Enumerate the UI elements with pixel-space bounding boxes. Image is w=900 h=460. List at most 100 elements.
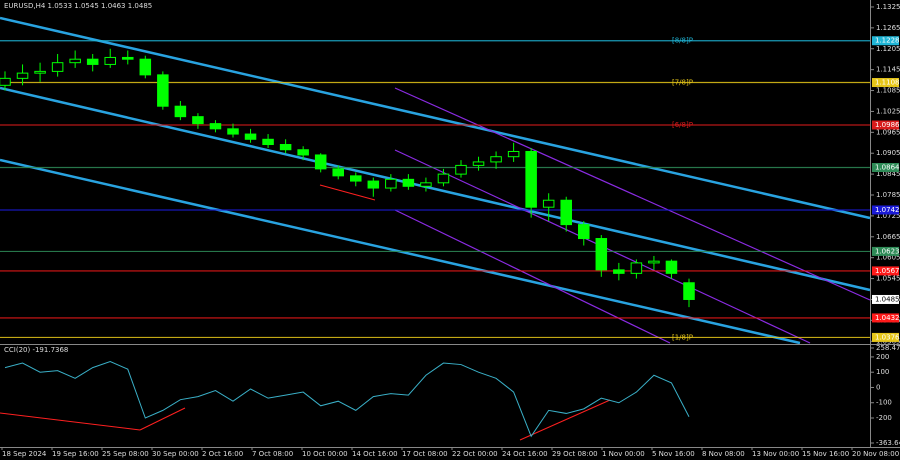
level-box [872, 332, 899, 342]
candle-body [455, 164, 467, 175]
level-value: 1.0376 [875, 333, 900, 341]
x-tick-label: 13 Nov 00:00 [752, 450, 799, 458]
y-tick-label: 1.0965 [876, 128, 900, 136]
last-close: 1.0485 [128, 2, 153, 10]
candle-body [595, 238, 608, 271]
x-tick-label: 29 Oct 08:00 [552, 450, 598, 458]
x-tick-label: 18 Sep 2024 [2, 450, 47, 458]
x-tick-label: 8 Nov 08:00 [702, 450, 745, 458]
candle-body [34, 70, 46, 74]
y-tick-label: 1.0605 [876, 254, 900, 262]
candle-body [227, 128, 239, 135]
level-value: 1.1228 [875, 37, 900, 45]
last-high: 1.0545 [74, 2, 99, 10]
level-value: 1.0567 [875, 267, 900, 275]
x-tick-label: 5 Nov 16:00 [652, 450, 695, 458]
indicator-title: CCI(20) -191.7368 [4, 346, 68, 354]
level-box [872, 205, 899, 215]
candle-body [51, 62, 64, 72]
level-box [872, 266, 899, 276]
candle-body [314, 154, 327, 170]
x-tick-label: 15 Nov 16:00 [802, 450, 849, 458]
level-box [872, 78, 899, 88]
candle-body [122, 56, 134, 60]
x-tick-label: 17 Oct 08:00 [402, 450, 448, 458]
candle-body [209, 123, 222, 130]
x-tick-label: 1 Nov 00:00 [602, 450, 645, 458]
candle-body [630, 262, 643, 274]
current-price-box [872, 294, 899, 304]
level-label: [8/8]P [672, 37, 693, 45]
level-box [872, 120, 899, 130]
candle-body [420, 182, 432, 187]
indicator-name: CCI(20) [4, 346, 30, 354]
candle-body [402, 178, 415, 187]
level-value: 1.0864 [875, 163, 900, 171]
y-tick-label: 1.1205 [876, 45, 900, 53]
level-value: 1.0742 [875, 206, 900, 214]
candle-body [350, 175, 362, 182]
level-value: 1.0432 [875, 314, 900, 322]
candle-body [613, 269, 625, 274]
level-box [872, 162, 899, 172]
level-value: 1.1108 [875, 79, 900, 87]
y-tick-label: 1.1265 [876, 24, 900, 32]
candle-body [192, 116, 204, 125]
channel-line [0, 16, 871, 220]
x-tick-label: 14 Oct 16:00 [352, 450, 398, 458]
level-value: 1.0623 [875, 247, 900, 255]
candle-body [683, 282, 695, 300]
candle-body [490, 156, 502, 163]
level-box [872, 246, 899, 256]
candle-body [578, 224, 590, 240]
channel-line [394, 87, 871, 301]
y-tick-label: 1.0845 [876, 170, 900, 178]
y-tick-label: 1.0785 [876, 191, 900, 199]
x-tick-label: 25 Sep 08:00 [102, 450, 149, 458]
x-tick-label: 19 Sep 16:00 [52, 450, 99, 458]
candle-body [297, 149, 309, 156]
channel-line [394, 209, 671, 344]
last-open: 1.0533 [48, 2, 73, 10]
candle-body [437, 173, 450, 184]
y-tick-label: -200 [876, 414, 892, 422]
divergence-line [519, 399, 611, 441]
candle-body [139, 58, 152, 76]
y-tick-label: 200 [876, 353, 889, 361]
candle-body [262, 138, 274, 146]
y-tick-label: 258.4725 [876, 344, 900, 352]
chart-title: EURUSD,H4 1.0533 1.0545 1.0463 1.0485 [4, 2, 152, 10]
level-label: [7/8]P [672, 79, 693, 87]
level-box [872, 36, 899, 46]
x-tick-label: 22 Oct 00:00 [452, 450, 498, 458]
level-label: [6/8]P [672, 121, 693, 129]
candle-body [648, 260, 660, 264]
divergence-line [0, 412, 141, 431]
y-tick-label: 1.1085 [876, 87, 900, 95]
y-tick-label: -363.641 [876, 439, 900, 447]
x-tick-label: 20 Nov 08:00 [852, 450, 899, 458]
y-tick-label: 1.0545 [876, 275, 900, 283]
candle-body [279, 144, 292, 151]
last-low: 1.0463 [101, 2, 126, 10]
symbol: EURUSD,H4 [4, 2, 46, 10]
y-tick-label: -100 [876, 399, 892, 407]
candle-body [665, 260, 678, 274]
candle-body [332, 168, 344, 177]
y-tick-label: 100 [876, 368, 889, 376]
x-tick-label: 7 Oct 08:00 [252, 450, 293, 458]
candle-body [244, 133, 257, 140]
candle-body [0, 77, 11, 86]
level-box [872, 313, 899, 323]
divergence-line [139, 407, 186, 431]
candle-body [16, 72, 29, 79]
candle-body [560, 199, 572, 226]
y-tick-label: 1.1145 [876, 66, 900, 74]
channel-line [0, 86, 871, 292]
x-tick-label: 2 Oct 16:00 [202, 450, 243, 458]
current-price: 1.0485 [875, 295, 900, 303]
candle-body [367, 180, 380, 189]
candle-body [86, 58, 99, 65]
